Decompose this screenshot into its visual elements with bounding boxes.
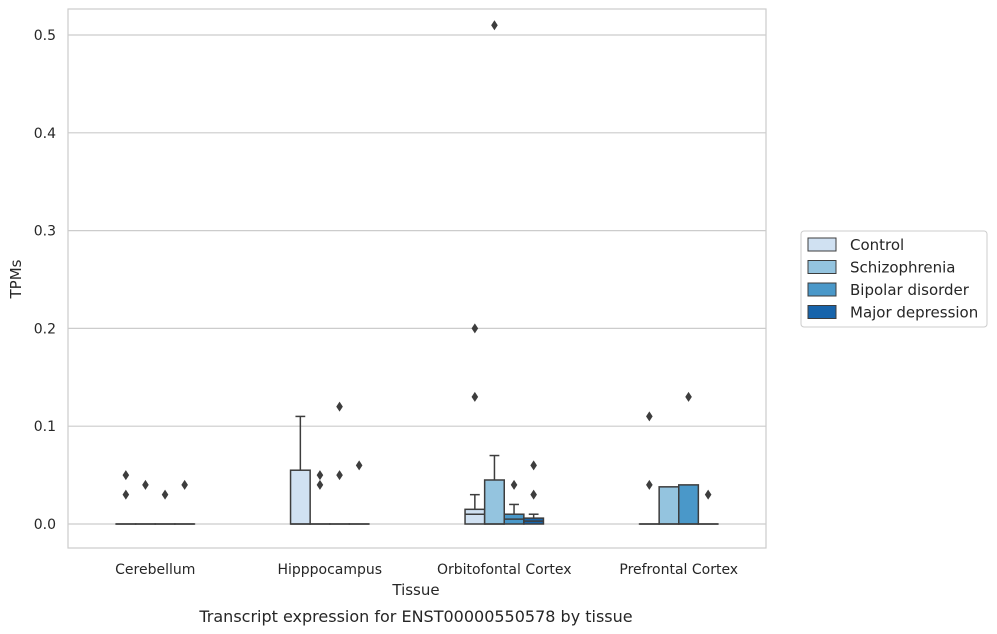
y-tick-label: 0.3	[34, 224, 56, 240]
legend-swatch	[807, 305, 837, 319]
outlier-marker	[316, 479, 324, 490]
legend-label: Bipolar disorder	[850, 281, 970, 299]
box	[678, 484, 700, 525]
outlier-marker	[530, 460, 537, 471]
legend-swatch	[807, 237, 837, 252]
outlier-marker	[336, 401, 343, 412]
legend-swatch	[807, 260, 837, 274]
y-tick-label: 0.0	[34, 517, 56, 533]
outlier-marker	[530, 489, 537, 500]
outlier-marker	[704, 489, 712, 500]
outlier-marker	[161, 489, 169, 500]
y-axis-title: TPMs	[7, 259, 25, 299]
gridlines	[68, 34, 766, 525]
x-tick-label: Cerebellum	[115, 562, 195, 578]
x-tick-label: Prefrontal Cortex	[619, 562, 738, 578]
box	[464, 508, 486, 525]
outlier-marker	[510, 479, 518, 490]
legend-label: Control	[850, 236, 904, 254]
outlier-marker	[336, 470, 343, 481]
outlier-marker	[122, 489, 130, 500]
box-series	[115, 20, 719, 525]
box	[289, 469, 311, 525]
outlier-marker	[122, 470, 130, 481]
outlier-marker	[471, 391, 479, 402]
legend-label: Major depression	[850, 304, 978, 322]
outlier-marker	[646, 479, 653, 490]
x-tick-label: Hipppocampus	[277, 562, 382, 578]
x-axis-title: Tissue	[391, 581, 439, 599]
outlier-marker	[646, 411, 653, 422]
legend: Control Schizophrenia Bipolar disorder Majo…	[800, 230, 988, 328]
outlier-marker	[181, 479, 188, 490]
box	[483, 479, 505, 525]
plot-area-frame	[67, 8, 767, 549]
y-tick-label: 0.4	[34, 126, 56, 142]
legend-label: Schizophrenia	[850, 259, 955, 277]
y-axis-ticks: 0.0 0.1 0.2 0.3 0.4 0.5	[34, 28, 56, 533]
outlier-marker	[491, 20, 498, 31]
y-tick-label: 0.1	[34, 419, 56, 435]
legend-swatch	[807, 282, 837, 297]
legend-frame	[800, 230, 988, 328]
x-axis-ticks: Cerebellum Hipppocampus Orbitofontal Corte…	[115, 562, 738, 578]
chart-caption: Transcript expression for ENST0000055057…	[198, 607, 632, 626]
outlier-marker	[355, 460, 363, 471]
y-tick-label: 0.5	[34, 28, 56, 44]
y-tick-label: 0.2	[34, 321, 56, 337]
box	[658, 486, 680, 525]
outlier-marker	[142, 479, 149, 490]
outlier-marker	[471, 323, 479, 334]
x-tick-label: Orbitofontal Cortex	[437, 562, 572, 578]
outlier-marker	[685, 391, 692, 402]
outlier-marker	[316, 470, 324, 481]
